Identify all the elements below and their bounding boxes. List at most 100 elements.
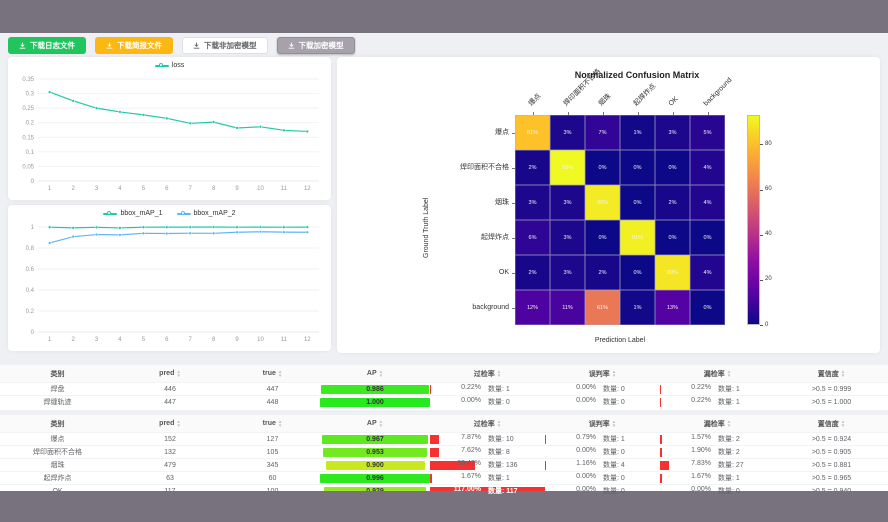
cell-pred: 446 xyxy=(115,383,225,395)
legend-label: loss xyxy=(171,62,185,69)
sort-icon[interactable]: ▲ ▼ xyxy=(726,419,732,428)
cell-miss-rate: 1.90% 数量: 2 xyxy=(660,446,775,458)
map-chart-card: bbox_mAP_1 bbox_mAP_2 0 0.2 0.4 0.6 0.8 1 1 2 3 4 5… xyxy=(8,205,331,351)
sort-icon[interactable]: ▲ ▼ xyxy=(840,419,846,428)
download-button-label: 下载简报文件 xyxy=(117,41,162,50)
column-header-label: 过检率 xyxy=(473,420,495,428)
download-button-1[interactable]: 下载日志文件 xyxy=(8,37,86,54)
cell-true: 448 xyxy=(225,396,320,408)
svg-text:12: 12 xyxy=(304,186,311,192)
svg-text:4: 4 xyxy=(118,337,122,343)
column-header: 漏检率 ▲ ▼ xyxy=(660,415,775,432)
svg-text:9: 9 xyxy=(235,337,239,343)
sort-icon[interactable]: ▲ ▼ xyxy=(611,419,617,428)
cm-cell: 4% xyxy=(690,150,725,185)
svg-text:7: 7 xyxy=(189,337,193,343)
cm-row-label: 焊印面积不合格 xyxy=(460,164,509,171)
svg-text:0.35: 0.35 xyxy=(22,77,34,83)
svg-text:1: 1 xyxy=(48,337,52,343)
svg-text:0.15: 0.15 xyxy=(22,135,34,141)
cm-cell: 1% xyxy=(620,290,655,325)
cm-row-label: 烟珠 xyxy=(495,199,509,206)
cm-cell: 0% xyxy=(655,220,690,255)
cell-pred: 132 xyxy=(115,446,225,458)
column-header: true ▲ ▼ xyxy=(225,415,320,432)
column-header: 误判率 ▲ ▼ xyxy=(545,365,660,382)
column-header: pred ▲ ▼ xyxy=(115,365,225,382)
svg-text:11: 11 xyxy=(281,337,288,343)
download-button-3[interactable]: 下载非加密模型 xyxy=(182,37,268,54)
table-row: 烟珠 479 345 0.900 39.42% 数量: 136 1.16% 数量: 4 7.83… xyxy=(0,458,888,471)
rate-bar xyxy=(660,434,662,444)
confusion-matrix-card: Normalized Confusion Matrix 81% 3% 7% 1% 3% 5… xyxy=(337,57,880,353)
cm-cell: 61% xyxy=(585,290,620,325)
legend-marker xyxy=(176,211,191,216)
sort-icon[interactable]: ▲ ▼ xyxy=(496,369,502,378)
table-row: 爆点 152 127 0.967 7.87% 数量: 10 0.79% 数量: 1 1.57% 数… xyxy=(0,432,888,445)
legend-item-loss[interactable]: loss xyxy=(154,62,185,69)
cm-cell: 0% xyxy=(620,255,655,290)
column-header-label: 类别 xyxy=(50,420,65,428)
svg-text:5: 5 xyxy=(142,186,146,192)
legend-item-bbox_mAP_1[interactable]: bbox_mAP_1 xyxy=(103,210,163,217)
sort-icon[interactable]: ▲ ▼ xyxy=(378,419,384,428)
sort-icon[interactable]: ▲ ▼ xyxy=(176,369,181,378)
cell-ap: 0.953 xyxy=(320,446,430,458)
cell-overdetect-rate: 39.42% 数量: 136 xyxy=(430,459,545,471)
sort-icon[interactable]: ▲ ▼ xyxy=(277,369,283,378)
cell-overdetect-rate: 0.22% 数量: 1 xyxy=(430,383,545,395)
download-button-4[interactable]: 下载加密模型 xyxy=(276,37,355,54)
column-header-label: 误判率 xyxy=(588,370,610,378)
cell-misjudge-rate: 0.00% 数量: 0 xyxy=(545,383,660,395)
cm-cell: 2% xyxy=(515,255,550,290)
cell-category: 焊缝轨迹 xyxy=(0,396,115,408)
table-row: 起焊炸点 63 60 0.996 1.67% 数量: 1 0.00% 数量: 0 1.67% 数量… xyxy=(0,471,888,484)
cell-confidence: >0.5 = 0.965 xyxy=(775,472,888,484)
rate-bar xyxy=(660,473,662,483)
svg-text:0.4: 0.4 xyxy=(26,288,35,294)
sort-icon[interactable]: ▲ ▼ xyxy=(176,419,181,428)
column-header: 类别 xyxy=(0,415,115,432)
cm-cell: 0% xyxy=(690,290,725,325)
sort-icon[interactable]: ▲ ▼ xyxy=(277,419,283,428)
cell-misjudge-rate: 1.16% 数量: 4 xyxy=(545,459,660,471)
cell-misjudge-rate: 0.00% 数量: 0 xyxy=(545,472,660,484)
sort-icon[interactable]: ▲ ▼ xyxy=(840,369,846,378)
rate-bar xyxy=(430,473,432,483)
cell-misjudge-rate: 0.00% 数量: 0 xyxy=(545,485,660,497)
svg-text:0: 0 xyxy=(31,179,35,185)
legend-item-bbox_mAP_2[interactable]: bbox_mAP_2 xyxy=(176,210,236,217)
sort-icon[interactable]: ▲ ▼ xyxy=(611,369,617,378)
loss-chart-card: loss 0 0.05 0.1 0.15 0.2 0.25 0.3 0.35 1 2 3 4 5 6 7 8 9… xyxy=(8,57,331,200)
download-icon xyxy=(193,42,200,49)
cm-cell: 2% xyxy=(585,255,620,290)
cell-confidence: >0.5 = 0.905 xyxy=(775,446,888,458)
column-header: 置信度 ▲ ▼ xyxy=(775,365,888,382)
cell-true: 447 xyxy=(225,383,320,395)
ap-bar: 0.953 xyxy=(322,447,428,457)
svg-text:3: 3 xyxy=(95,337,99,343)
cell-category: 焊盘 xyxy=(0,383,115,395)
sort-icon[interactable]: ▲ ▼ xyxy=(726,369,732,378)
svg-text:0.3: 0.3 xyxy=(26,92,35,98)
cell-ap: 1.000 xyxy=(320,396,430,408)
metrics-table-defects: 类别 pred ▲ ▼ true ▲ ▼ AP ▲ ▼ 过检率 ▲ ▼ 误判率 ▲ ▼ 漏检率 ▲ ▼ 置信度 ▲ ▼ 爆点… xyxy=(0,415,888,499)
column-header-label: AP xyxy=(366,420,377,427)
sort-icon[interactable]: ▲ ▼ xyxy=(378,369,384,378)
cm-cell: 13% xyxy=(655,290,690,325)
column-header-label: 置信度 xyxy=(817,420,839,428)
download-button-label: 下载日志文件 xyxy=(30,41,75,50)
cell-category: 爆点 xyxy=(0,433,115,445)
cm-yaxis-label: Ground Truth Label xyxy=(423,197,430,258)
cm-cell: 3% xyxy=(515,185,550,220)
window-bottom-frame xyxy=(0,491,888,522)
rate-bar xyxy=(430,460,476,470)
sort-icon[interactable]: ▲ ▼ xyxy=(496,419,502,428)
download-button-2[interactable]: 下载简报文件 xyxy=(95,37,173,54)
ap-bar: 0.996 xyxy=(320,473,430,483)
cell-miss-rate: 0.22% 数量: 1 xyxy=(660,396,775,408)
dashboard-content: 下载日志文件 下载简报文件 下载非加密模型 下载加密模型 loss 0 0.05 0.1 0… xyxy=(0,33,888,499)
cm-cell: 2% xyxy=(655,185,690,220)
svg-text:0: 0 xyxy=(31,330,35,336)
cm-cell: 7% xyxy=(585,115,620,150)
